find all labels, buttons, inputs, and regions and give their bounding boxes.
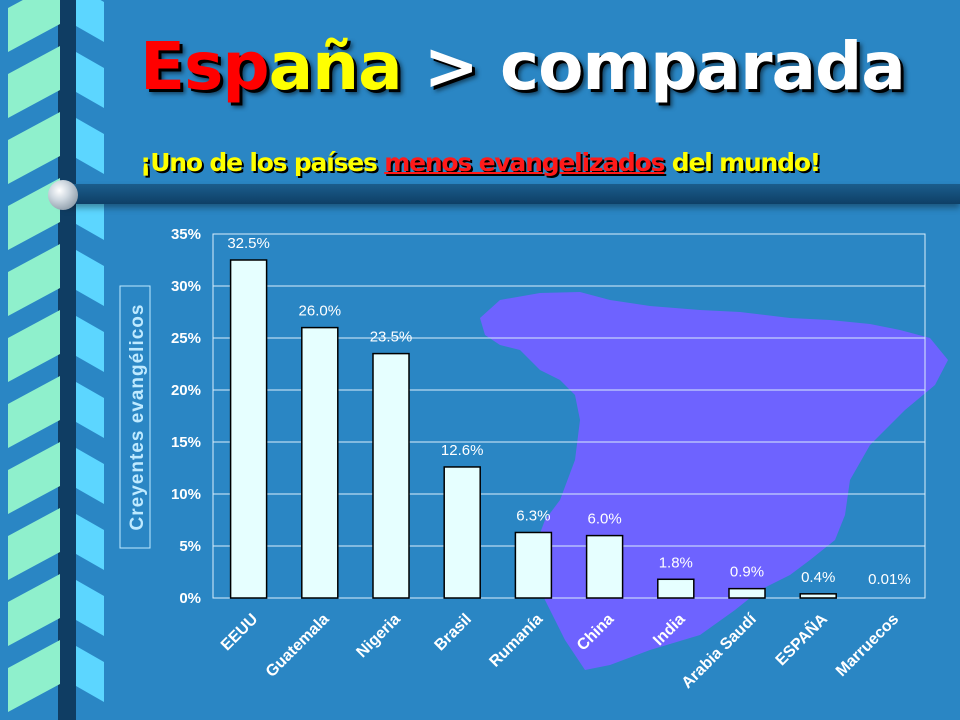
ribbon-fold-right bbox=[76, 448, 104, 504]
page-title: España > comparada bbox=[140, 22, 906, 112]
data-label: 32.5% bbox=[227, 235, 270, 252]
subtitle-before: ¡Uno de los países bbox=[140, 148, 385, 177]
title-part-red: Esp bbox=[140, 28, 270, 105]
data-labels: 32.5% 26.0% 23.5% 12.6% 6.3% 6.0% 1.8% 0.9% 0.4%… bbox=[227, 235, 910, 588]
title-rule bbox=[62, 184, 960, 204]
data-label: 26.0% bbox=[299, 303, 342, 320]
y-tick-label: 10% bbox=[171, 486, 201, 503]
subtitle-after: del mundo! bbox=[664, 148, 821, 177]
y-tick-label: 5% bbox=[179, 538, 201, 555]
y-tick-label: 25% bbox=[171, 330, 201, 347]
y-tick-label: 20% bbox=[171, 382, 201, 399]
title-part-white: > comparada bbox=[401, 28, 906, 105]
ribbon-fold-left bbox=[8, 0, 60, 52]
ribbon-fold-right bbox=[76, 118, 104, 174]
bar-brasil bbox=[443, 466, 481, 599]
title-part-yellow: aña bbox=[268, 28, 403, 105]
bar-arabia-saudí bbox=[728, 587, 766, 599]
data-label: 0.4% bbox=[801, 569, 835, 586]
data-label: 1.8% bbox=[659, 554, 693, 571]
ribbon-fold-right bbox=[76, 316, 104, 372]
ribbon-fold-right bbox=[76, 0, 104, 42]
bar-rumanía bbox=[514, 531, 553, 599]
bars bbox=[229, 259, 837, 599]
ribbon-fold-right bbox=[76, 580, 104, 636]
ribbon-fold-right bbox=[76, 646, 104, 702]
spain-map-silhouette bbox=[480, 292, 948, 670]
data-label: 0.9% bbox=[730, 564, 764, 581]
y-tick-label: 15% bbox=[171, 434, 201, 451]
data-label: 0.01% bbox=[868, 571, 911, 588]
x-category-label: Marruecos bbox=[833, 611, 902, 680]
ribbon-fold-right bbox=[76, 382, 104, 438]
y-axis-label: Creyentes evangélicos bbox=[127, 304, 148, 531]
data-label: 6.0% bbox=[587, 511, 621, 528]
y-tick-label: 35% bbox=[171, 226, 201, 243]
ribbon-fold-left bbox=[8, 178, 60, 250]
data-label: 12.6% bbox=[441, 442, 484, 459]
bar-eeuu bbox=[229, 259, 268, 599]
bar-india bbox=[657, 578, 695, 599]
ribbon-fold-left bbox=[8, 442, 60, 514]
ribbon-fold-left bbox=[8, 376, 60, 448]
x-category-label: Brasil bbox=[432, 611, 475, 654]
x-category-label: EEUU bbox=[218, 611, 261, 654]
ribbon-fold-left bbox=[8, 46, 60, 118]
bar-guatemala bbox=[301, 326, 339, 599]
x-category-label: Nigeria bbox=[353, 611, 403, 661]
ribbon-fold-left bbox=[8, 640, 60, 712]
x-category-label: ESPAÑA bbox=[771, 608, 832, 669]
ribbon-fold-left bbox=[8, 112, 60, 184]
bar-china bbox=[585, 534, 624, 599]
y-tick-label: 30% bbox=[171, 278, 201, 295]
ribbon-fold-left bbox=[8, 574, 60, 646]
data-label: 23.5% bbox=[370, 329, 413, 346]
data-label: 6.3% bbox=[516, 507, 550, 524]
rule-knob bbox=[48, 180, 78, 210]
subtitle-highlight: menos evangelizados bbox=[384, 148, 665, 177]
page-subtitle: ¡Uno de los países menos evangelizados d… bbox=[140, 146, 821, 180]
bar-nigeria bbox=[372, 352, 410, 599]
y-axis-ticks: 0% 5% 10% 15% 20% 25% 30% 35% bbox=[171, 226, 201, 607]
ribbon-fold-right bbox=[76, 514, 104, 570]
plot-frame bbox=[212, 233, 926, 599]
x-category-label: Rumanía bbox=[486, 611, 546, 671]
y-axis-label-box bbox=[119, 285, 151, 549]
ribbon-fold-right bbox=[76, 250, 104, 306]
bar-españa bbox=[799, 593, 837, 599]
ribbon-fold-left bbox=[8, 310, 60, 382]
ribbon-fold-left bbox=[8, 508, 60, 580]
ribbon-fold-left bbox=[8, 244, 60, 316]
x-category-label: Guatemala bbox=[263, 611, 333, 681]
ribbon-fold-right bbox=[76, 52, 104, 108]
y-tick-label: 0% bbox=[179, 590, 201, 607]
